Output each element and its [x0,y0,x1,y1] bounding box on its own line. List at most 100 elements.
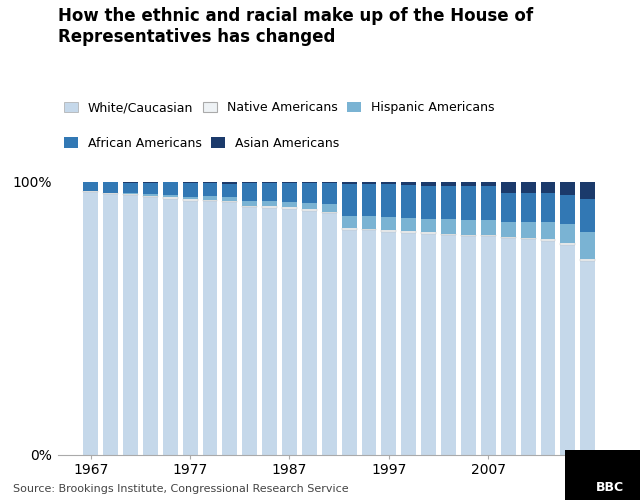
Bar [163,199,178,455]
Bar [182,200,198,455]
Bar [441,234,456,235]
Bar [262,208,277,455]
Bar [243,183,257,200]
Bar [143,196,158,197]
Bar [163,182,178,195]
Bar [262,201,277,206]
Bar [461,234,476,236]
Bar [222,197,237,200]
Bar [143,197,158,455]
Bar [302,183,317,203]
Bar [401,218,416,232]
Bar [243,206,257,207]
Bar [163,198,178,199]
Bar [401,182,416,185]
Bar [262,183,277,201]
Bar [481,182,496,186]
Bar [500,182,516,192]
Bar [580,259,595,261]
Bar [202,196,218,200]
Bar [500,192,516,222]
Bar [362,182,376,184]
Bar [461,236,476,455]
Bar [322,182,337,184]
Bar [481,235,496,236]
Bar [282,182,297,183]
Bar [342,230,356,455]
Bar [123,193,138,194]
Legend: African Americans, Asian Americans: African Americans, Asian Americans [64,136,339,150]
Bar [302,210,317,211]
Bar [362,230,376,455]
Bar [520,238,536,239]
Bar [123,194,138,195]
Text: How the ethnic and racial make up of the House of
Representatives has changed: How the ethnic and racial make up of the… [58,7,532,46]
Bar [441,182,456,186]
Bar [541,240,556,455]
Bar [182,182,198,196]
Bar [481,220,496,235]
Bar [143,194,158,196]
Bar [381,182,396,184]
Bar [461,182,476,186]
Bar [143,182,158,183]
Bar [561,224,575,244]
Bar [541,182,556,194]
Bar [441,220,456,234]
Bar [580,182,595,198]
Bar [500,238,516,455]
Bar [103,194,118,455]
Bar [561,195,575,224]
Text: Source: Brookings Institute, Congressional Research Service: Source: Brookings Institute, Congression… [13,484,348,494]
Bar [421,220,436,232]
Bar [520,192,536,222]
Bar [322,184,337,204]
Bar [202,183,218,196]
Bar [520,239,536,455]
Bar [222,200,237,202]
Bar [302,211,317,455]
Bar [342,228,356,230]
Bar [520,182,536,192]
Bar [83,182,98,190]
Bar [302,182,317,183]
Bar [222,202,237,455]
Bar [103,193,118,194]
Bar [123,195,138,455]
Bar [362,216,376,229]
Bar [461,186,476,220]
Bar [123,182,138,183]
Bar [282,202,297,207]
Bar [381,232,396,455]
Bar [83,190,98,192]
Bar [421,186,436,220]
Bar [243,207,257,455]
Bar [481,186,496,220]
Bar [83,192,98,455]
Bar [342,182,356,184]
Bar [441,235,456,455]
Bar [362,229,376,230]
Bar [103,192,118,193]
Bar [500,222,516,237]
Bar [580,198,595,232]
Bar [381,184,396,217]
Bar [481,236,496,455]
Bar [322,212,337,214]
Bar [282,208,297,455]
Bar [243,200,257,205]
Bar [103,182,118,192]
Bar [282,183,297,202]
Bar [202,200,218,201]
Bar [580,232,595,259]
Bar [561,182,575,195]
Bar [441,186,456,220]
Bar [541,194,556,222]
Bar [202,182,218,183]
Bar [322,204,337,212]
Text: BBC: BBC [596,481,624,494]
Bar [401,232,416,455]
Bar [202,201,218,455]
Bar [421,234,436,455]
Bar [461,220,476,234]
